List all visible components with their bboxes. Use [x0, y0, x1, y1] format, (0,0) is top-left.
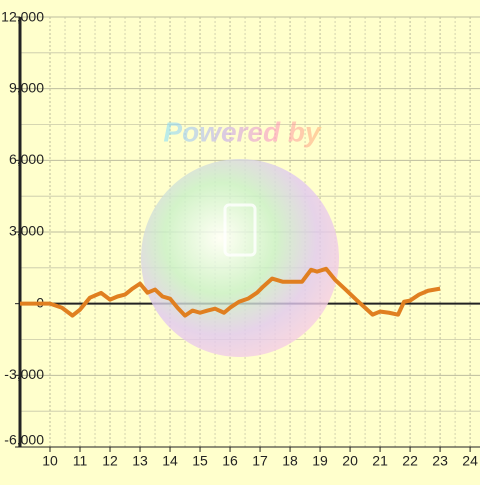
plot [20, 266, 441, 318]
x-tick-label: 14 [162, 453, 178, 469]
x-tick-label: 21 [372, 453, 388, 469]
line [20, 266, 441, 318]
x-tick-label: 11 [73, 453, 88, 469]
x-tick-label: 10 [42, 453, 58, 469]
x-tick-label: 23 [432, 453, 448, 469]
y-tick-label: 9,000 [9, 79, 44, 95]
y-tick-label: 6,000 [9, 151, 44, 167]
y-tick-label: -6,000 [4, 432, 44, 448]
y-tick-label: -3,000 [4, 366, 44, 382]
watermark-logo [141, 159, 339, 357]
watermark: Powered by [163, 116, 322, 147]
x-tick-label: 24 [462, 453, 478, 469]
x-tick-label: 19 [312, 453, 328, 469]
y-tick-label: 3,000 [9, 223, 44, 239]
x-tick-label: 15 [192, 453, 208, 469]
x-tick-label: 18 [282, 453, 298, 469]
x-tick-label: 12 [102, 453, 118, 469]
y-tick-label: 12,000 [1, 9, 44, 25]
x-tick-label: 20 [342, 453, 358, 469]
x-tick-label: 16 [222, 453, 238, 469]
x-tick-label: 22 [402, 453, 418, 469]
x-tick-label: 17 [252, 453, 268, 469]
watermark-icon [223, 203, 257, 257]
x-tick-label: 13 [132, 453, 148, 469]
